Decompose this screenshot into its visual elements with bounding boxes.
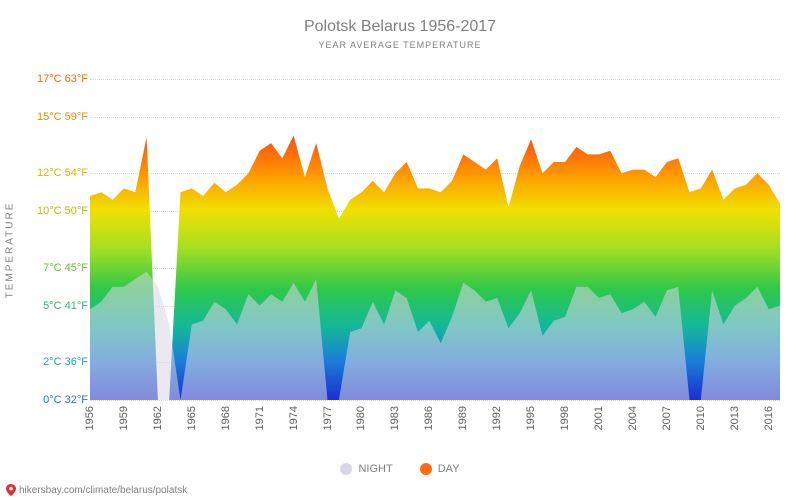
legend-label-day: DAY bbox=[438, 463, 460, 475]
legend-label-night: NIGHT bbox=[358, 463, 392, 475]
x-tick-label: 1995 bbox=[525, 406, 537, 430]
x-tick-label: 1998 bbox=[559, 406, 571, 430]
y-tick-label: 0°C 32°F bbox=[43, 394, 88, 406]
x-tick-label: 1974 bbox=[288, 406, 300, 430]
x-tick-label: 1959 bbox=[118, 406, 130, 430]
x-tick-label: 2013 bbox=[729, 406, 741, 430]
y-tick-label: 10°C 50°F bbox=[37, 205, 88, 217]
y-axis-label: TEMPERATURE bbox=[5, 202, 16, 299]
x-tick-label: 2004 bbox=[627, 406, 639, 430]
x-tick-label: 1956 bbox=[84, 406, 96, 430]
plot-area bbox=[90, 60, 780, 400]
x-tick-label: 2010 bbox=[695, 406, 707, 430]
attribution-text: hikersbay.com/climate/belarus/polatsk bbox=[19, 485, 187, 496]
y-tick-label: 2°C 36°F bbox=[43, 356, 88, 368]
y-tick-label: 15°C 59°F bbox=[37, 111, 88, 123]
map-pin-icon bbox=[6, 484, 16, 496]
y-tick-label: 12°C 54°F bbox=[37, 167, 88, 179]
x-tick-label: 2007 bbox=[661, 406, 673, 430]
x-tick-label: 1983 bbox=[389, 406, 401, 430]
x-tick-label: 1977 bbox=[322, 406, 334, 430]
x-tick-label: 1992 bbox=[491, 406, 503, 430]
attribution: hikersbay.com/climate/belarus/polatsk bbox=[6, 484, 187, 496]
x-tick-label: 1968 bbox=[220, 406, 232, 430]
chart-container bbox=[90, 20, 780, 440]
x-tick-label: 1980 bbox=[355, 406, 367, 430]
y-tick-label: 7°C 45°F bbox=[43, 262, 88, 274]
legend-item-night: NIGHT bbox=[340, 463, 392, 475]
legend: NIGHT DAY bbox=[0, 463, 800, 478]
x-tick-label: 2001 bbox=[593, 406, 605, 430]
legend-swatch-night bbox=[340, 463, 352, 475]
legend-item-day: DAY bbox=[420, 463, 460, 475]
legend-swatch-day bbox=[420, 463, 432, 475]
area-chart-svg bbox=[90, 60, 780, 400]
x-tick-label: 1962 bbox=[152, 406, 164, 430]
x-tick-label: 1971 bbox=[254, 406, 266, 430]
y-tick-label: 5°C 41°F bbox=[43, 300, 88, 312]
x-tick-label: 1989 bbox=[457, 406, 469, 430]
x-tick-label: 1986 bbox=[423, 406, 435, 430]
x-tick-label: 1965 bbox=[186, 406, 198, 430]
x-tick-label: 2016 bbox=[763, 406, 775, 430]
y-tick-label: 17°C 63°F bbox=[37, 73, 88, 85]
